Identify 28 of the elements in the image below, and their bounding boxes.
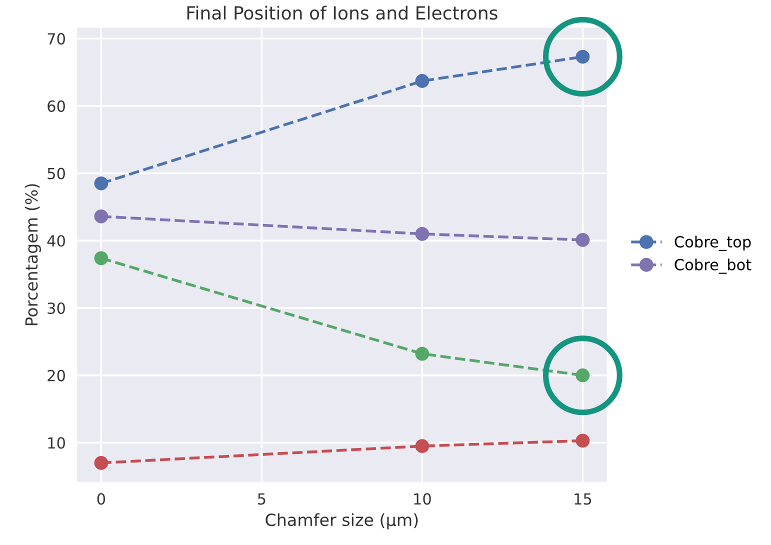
x-axis-title: Chamfer size (µm) [266, 513, 418, 530]
point [415, 226, 430, 241]
y-tick-label: 40 [47, 235, 65, 247]
x-tick-label: 5 [258, 493, 266, 505]
y-tick-label: 70 [48, 33, 65, 45]
y-tick-label: 60 [48, 100, 65, 112]
y-tick-label: 10 [48, 437, 65, 449]
point [576, 434, 590, 448]
y-tick-label: 30 [48, 302, 65, 314]
legend-label: Cobre_bot [674, 258, 752, 274]
point [94, 251, 108, 266]
point [576, 50, 590, 64]
legend-label: Cobre_top [674, 236, 751, 251]
point [94, 209, 108, 224]
point [94, 456, 108, 470]
point [415, 74, 430, 88]
y-tick-label: 20 [48, 370, 65, 382]
point [576, 368, 590, 382]
x-tick-label: 15 [574, 493, 592, 505]
point [415, 439, 430, 454]
point [415, 346, 430, 361]
point [94, 176, 108, 190]
point [576, 233, 590, 247]
y-axis-title: Porcentagem (%) [24, 184, 41, 326]
x-tick-label: 10 [414, 493, 431, 505]
y-tick-label: 50 [48, 168, 65, 180]
x-tick-label: 0 [97, 493, 106, 505]
chart-title: Final Position of Ions and Electrons [187, 6, 498, 20]
